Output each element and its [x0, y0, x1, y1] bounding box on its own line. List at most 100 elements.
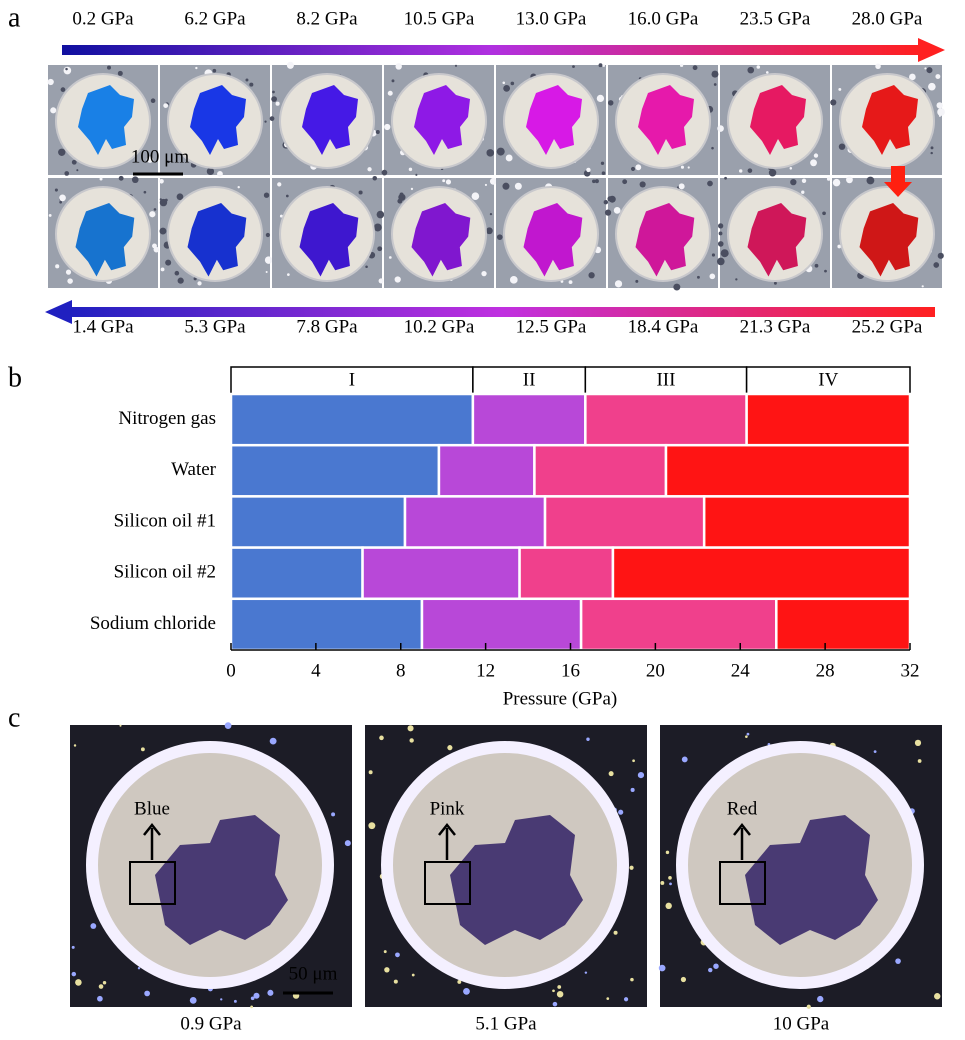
- sparkle: [373, 223, 382, 232]
- sparkle: [249, 82, 254, 87]
- sparkle: [176, 193, 184, 201]
- sparkle: [622, 179, 628, 185]
- sparkle: [367, 167, 372, 172]
- sparkle: [846, 176, 853, 184]
- sparkle: [711, 70, 719, 78]
- sparkle: [936, 102, 943, 109]
- sparkle: [713, 963, 719, 969]
- sparkle: [153, 246, 160, 253]
- bar-segment: [471, 392, 587, 447]
- sparkle: [660, 881, 665, 885]
- sparkle: [838, 87, 842, 91]
- sparkle: [59, 200, 62, 204]
- sparkle: [119, 724, 122, 727]
- sparkle: [50, 107, 57, 114]
- sparkle: [153, 208, 157, 211]
- pressure-label: 5.3 GPa: [184, 316, 246, 337]
- sparkle: [67, 278, 73, 284]
- sparkle: [484, 183, 488, 187]
- sparkle: [502, 81, 506, 85]
- sparkle: [588, 272, 595, 279]
- sparkle: [917, 759, 922, 763]
- region-box: [424, 861, 471, 905]
- bar-segment: [533, 443, 668, 498]
- sparkle: [596, 94, 605, 103]
- sparkle: [630, 787, 635, 792]
- sample: [745, 815, 878, 945]
- sparkle: [64, 171, 70, 176]
- sparkle: [447, 745, 453, 751]
- sparkle: [395, 63, 402, 70]
- sparkle: [60, 87, 66, 92]
- sparkle: [509, 275, 518, 284]
- sparkle: [206, 167, 215, 176]
- sparkle: [445, 179, 452, 185]
- sparkle: [635, 279, 639, 283]
- sparkle: [765, 71, 769, 74]
- sparkle: [873, 750, 877, 754]
- sparkle: [250, 1005, 254, 1009]
- y-tick-label: Silicon oil #2: [114, 562, 216, 583]
- photo: [717, 65, 830, 177]
- sparkle: [407, 725, 414, 732]
- sparkle: [393, 979, 398, 984]
- photo: [658, 725, 942, 1009]
- sparkle: [344, 840, 351, 847]
- sparkle: [286, 61, 294, 69]
- sparkle: [59, 194, 66, 202]
- arrow-head: [733, 822, 751, 836]
- sparkle: [279, 214, 283, 218]
- sample: [75, 203, 135, 277]
- sparkle: [150, 98, 156, 104]
- sparkle: [937, 252, 944, 259]
- sparkle: [613, 207, 621, 214]
- scale-bar-label: 50 μm: [289, 963, 338, 984]
- pressure-label: 10 GPa: [773, 1013, 830, 1034]
- arrow-head: [45, 300, 72, 324]
- sample: [750, 85, 806, 155]
- sparkle: [607, 100, 614, 106]
- photo: [830, 63, 945, 175]
- sparkle: [747, 168, 753, 173]
- sparkle: [586, 167, 591, 173]
- pressure-label: 5.1 GPa: [475, 1013, 537, 1034]
- sparkle: [822, 211, 826, 216]
- sparkle: [557, 985, 562, 989]
- color-label: Blue: [134, 798, 170, 819]
- sparkle: [408, 167, 413, 172]
- sparkle: [934, 993, 941, 1000]
- photo: [159, 178, 273, 288]
- sparkle: [217, 170, 223, 177]
- phase-header: [472, 366, 587, 395]
- sparkle: [687, 166, 690, 169]
- sparkle: [510, 81, 515, 86]
- sparkle: [514, 182, 522, 190]
- sparkle: [174, 270, 180, 276]
- sparkle: [607, 196, 613, 202]
- sparkle: [838, 143, 846, 150]
- sparkle: [489, 213, 493, 216]
- sparkle: [502, 182, 510, 190]
- sparkle: [398, 193, 406, 201]
- sample: [411, 203, 471, 277]
- legend-label: I: [349, 369, 355, 390]
- photo: [160, 65, 270, 177]
- sparkle: [937, 108, 945, 116]
- sparkle: [496, 234, 503, 240]
- pressure-label: 13.0 GPa: [516, 8, 587, 29]
- bar-segment: [745, 392, 912, 447]
- sparkle: [933, 262, 940, 268]
- sparkle: [830, 99, 837, 106]
- sparkle: [711, 146, 714, 150]
- sparkle: [271, 96, 277, 102]
- sparkle: [594, 179, 599, 184]
- sample: [299, 203, 359, 277]
- legend-label: IV: [818, 369, 838, 390]
- sparkle: [189, 996, 197, 1004]
- arrow-head: [143, 822, 161, 836]
- sparkle: [55, 264, 60, 269]
- sparkle: [212, 68, 217, 73]
- sparkle: [245, 78, 249, 82]
- color-label: Red: [727, 798, 758, 819]
- sparkle: [137, 966, 141, 970]
